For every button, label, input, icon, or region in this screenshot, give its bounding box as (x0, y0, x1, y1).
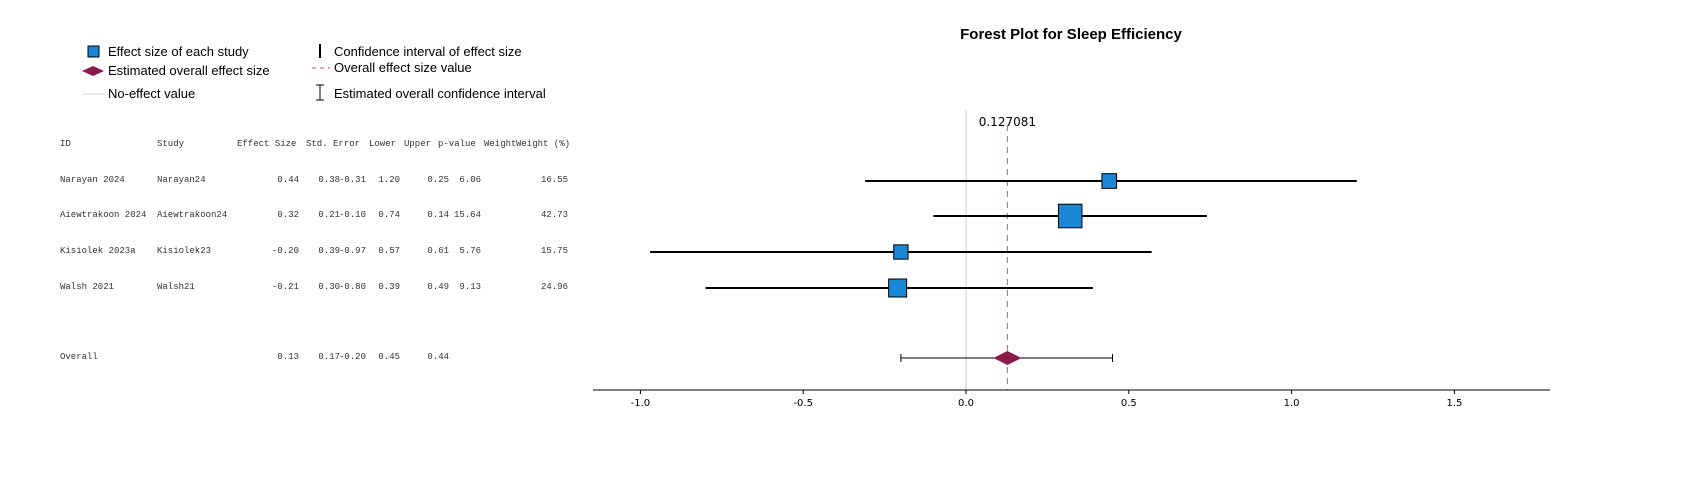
table-cell: Kisiolek 2023a (60, 246, 136, 256)
table-cell: 0.39 (378, 282, 400, 292)
table-cell: 15.75 (540, 246, 568, 256)
table-cell-overall: 0.45 (378, 352, 400, 362)
study-square (1057, 203, 1083, 229)
table-cell-overall: -0.20 (338, 352, 366, 362)
legend-no-effect: No-effect value (108, 86, 196, 101)
overall-diamond (993, 351, 1022, 365)
x-tick-label: 1.0 (1284, 398, 1300, 409)
table-cell: 0.39 (318, 246, 340, 256)
table-header: Weight (%) (516, 139, 571, 149)
table-cell: -0.10 (338, 210, 366, 220)
table-cell: Aiewtrakoon 2024 (60, 210, 147, 220)
table-cell: 15.64 (453, 210, 481, 220)
table-cell: Narayan 2024 (60, 175, 125, 185)
table-cell: 0.61 (427, 246, 449, 256)
table-cell-overall: 0.17 (318, 352, 340, 362)
table-cell: 0.21 (318, 210, 340, 220)
table-cell: 9.13 (459, 282, 481, 292)
x-tick-label: 1.5 (1446, 398, 1462, 409)
table-cell: 0.44 (277, 175, 299, 185)
table-cell: 6.06 (459, 175, 481, 185)
table-cell: 0.32 (277, 210, 299, 220)
table-cell: 1.20 (378, 175, 400, 185)
study-square (893, 244, 909, 260)
table-cell: -0.97 (338, 246, 366, 256)
table-header: Study (157, 139, 185, 149)
table-header: Effect Size (237, 139, 297, 149)
x-tick-label: 0.5 (1121, 398, 1137, 409)
table-header: Weight (484, 139, 517, 149)
x-tick-label: -1.0 (631, 398, 651, 409)
x-tick-label: 0.0 (958, 398, 974, 409)
table-cell: 0.57 (378, 246, 400, 256)
table-cell-overall: 0.13 (277, 352, 299, 362)
table-cell: 0.38 (318, 175, 340, 185)
table-cell: -0.20 (271, 246, 299, 256)
chart-title: Forest Plot for Sleep Efficiency (960, 26, 1182, 43)
table-cell: 0.30 (318, 282, 340, 292)
table-header: Upper (404, 139, 432, 149)
legend-overall-value: Overall effect size value (334, 60, 472, 75)
table-cell: 0.14 (427, 210, 449, 220)
table-cell: Walsh 2021 (60, 282, 115, 292)
legend-square-icon (87, 45, 100, 58)
table-cell: Kisiolek23 (157, 246, 212, 256)
table-cell: 42.73 (540, 210, 568, 220)
table-cell: 24.96 (540, 282, 568, 292)
overall-effect-label: 0.127081 (979, 115, 1036, 129)
legend-overall-ci: Estimated overall confidence interval (334, 86, 546, 101)
table-cell: 0.74 (378, 210, 400, 220)
table-cell: Narayan24 (157, 175, 206, 185)
table-header: p-value (438, 139, 476, 149)
table-cell: 0.25 (427, 175, 449, 185)
table-cell: -0.80 (338, 282, 366, 292)
table-header: Std. Error (306, 139, 361, 149)
x-tick-label: -0.5 (793, 398, 813, 409)
study-square (888, 278, 908, 298)
legend-diamond-icon (82, 66, 104, 76)
table-cell: Aiewtrakoon24 (157, 210, 228, 220)
legend-i-bar-icon (316, 84, 324, 101)
legend-ci: Confidence interval of effect size (334, 44, 522, 59)
legend-study-effect: Effect size of each study (108, 44, 249, 59)
table-cell: 16.55 (540, 175, 568, 185)
table-header: Lower (369, 139, 397, 149)
table-cell: 5.76 (459, 246, 481, 256)
study-square (1101, 173, 1118, 189)
table-cell-overall: 0.44 (427, 352, 449, 362)
table-cell: -0.21 (271, 282, 299, 292)
table-cell-overall: Overall (60, 352, 98, 362)
table-header: ID (60, 139, 71, 149)
table-cell: -0.31 (338, 175, 366, 185)
legend-overall-effect: Estimated overall effect size (108, 63, 270, 78)
table-cell: 0.49 (427, 282, 449, 292)
table-cell: Walsh21 (157, 282, 195, 292)
